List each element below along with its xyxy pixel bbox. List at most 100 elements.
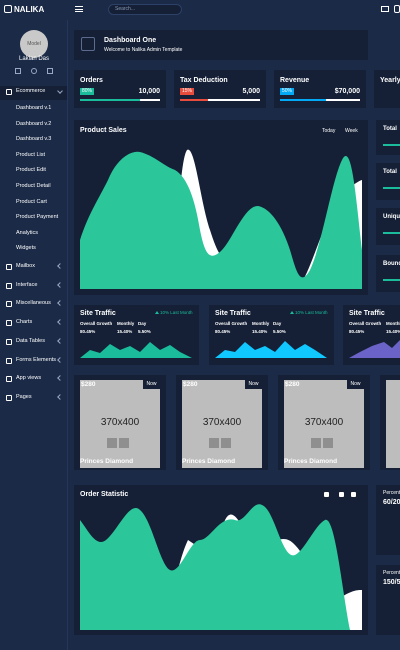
side-card xyxy=(376,163,400,200)
menu-icon xyxy=(6,89,12,95)
product-name: Princes Diamond xyxy=(182,458,236,465)
stat-badge: 50% xyxy=(280,88,295,95)
metric-value: 80.45% xyxy=(80,329,96,334)
submenu-item[interactable]: Dashboard v.2 xyxy=(16,120,52,127)
metric-label: Overall Growth xyxy=(349,321,382,326)
submenu-item[interactable]: Product Payment xyxy=(16,214,59,221)
submenu-item[interactable]: Product List xyxy=(16,151,46,158)
metric-label: Monthly xyxy=(386,321,400,326)
menu-icon xyxy=(6,264,12,270)
product-badge[interactable]: Now xyxy=(245,380,262,389)
product-image xyxy=(80,380,160,468)
image-size: 370x400 xyxy=(100,417,140,428)
avatar xyxy=(20,30,48,58)
menu-label[interactable]: Interface xyxy=(16,281,38,288)
stat-value: 5,000 xyxy=(242,88,260,95)
wish-button[interactable] xyxy=(119,438,129,448)
metric-value: 5.50% xyxy=(138,329,151,334)
search-placeholder: Search... xyxy=(115,6,136,12)
more-icon[interactable] xyxy=(394,5,400,13)
wish-button[interactable] xyxy=(221,438,231,448)
breadcrumb-subtitle: Welcome to Nalika Admin Template xyxy=(104,47,183,53)
metric-value: 80.45% xyxy=(349,329,365,334)
menu-label[interactable]: Data Tables xyxy=(16,337,45,344)
brand: NALIKA xyxy=(14,5,45,14)
menu-label[interactable]: Pages xyxy=(16,393,32,400)
submenu-item[interactable]: Product Edit xyxy=(16,167,46,174)
submenu-item[interactable]: Widgets xyxy=(16,245,36,252)
product-badge[interactable]: Now xyxy=(347,380,364,389)
trend-arrow xyxy=(155,311,159,314)
traffic-title: Site Traffic xyxy=(80,310,116,317)
search-box[interactable] xyxy=(108,4,182,15)
mail-icon[interactable] xyxy=(381,6,389,12)
stat-badge: 15% xyxy=(180,88,195,95)
sales-title: Product Sales xyxy=(80,127,127,134)
side-stat-card xyxy=(376,485,400,555)
tab[interactable]: Week xyxy=(345,128,358,134)
product-image xyxy=(182,380,262,468)
submenu-item[interactable]: Analytics xyxy=(16,229,39,236)
side-card xyxy=(376,255,400,292)
side-card-title: Uniqu xyxy=(383,214,400,220)
product-price: $280 xyxy=(81,381,96,388)
order-card xyxy=(74,485,368,635)
tool-icon[interactable] xyxy=(339,492,344,497)
top-bar xyxy=(0,0,400,20)
menu-icon xyxy=(6,338,12,345)
submenu-item[interactable]: Product Cart xyxy=(16,198,47,205)
side-stat-label: Percent xyxy=(383,490,400,496)
social-icon[interactable] xyxy=(31,68,37,74)
menu-label[interactable]: App views xyxy=(16,375,42,382)
product-image xyxy=(284,380,364,468)
menu-icon xyxy=(6,320,12,327)
menu-label[interactable]: Charts xyxy=(16,319,33,326)
breadcrumb-card xyxy=(74,30,368,60)
submenu-item[interactable]: Dashboard v.1 xyxy=(16,105,52,111)
product-badge[interactable]: Now xyxy=(143,380,160,389)
metric-label: Monthly xyxy=(252,321,270,326)
menu-icon xyxy=(6,394,12,401)
metric-label: Monthly xyxy=(117,321,135,326)
metric-label: Day xyxy=(273,321,282,326)
menu-toggle[interactable] xyxy=(75,6,83,12)
tool-icon[interactable] xyxy=(351,492,356,497)
tool-icon[interactable] xyxy=(324,492,329,497)
stat-value: $70,000 xyxy=(334,88,360,95)
social-icon[interactable] xyxy=(47,68,53,74)
progress-fill xyxy=(280,99,326,101)
product-price: $280 xyxy=(183,381,198,388)
metric-label: Overall Growth xyxy=(215,321,248,326)
menu-icon xyxy=(6,301,12,308)
side-card-bar xyxy=(383,144,400,146)
cart-button[interactable] xyxy=(209,438,219,448)
product-name: Princes Diamond xyxy=(284,458,338,465)
logo-icon xyxy=(4,5,12,13)
metric-value: 80.45% xyxy=(215,329,231,334)
metric-value: 5.50% xyxy=(273,329,286,334)
traffic-change: 10% Last Month xyxy=(295,310,328,315)
side-card-bar xyxy=(383,232,400,234)
wish-button[interactable] xyxy=(323,438,333,448)
side-card xyxy=(376,208,400,245)
side-card-title: Bound xyxy=(383,261,400,267)
submenu-item[interactable]: Product Detail xyxy=(16,183,51,189)
submenu-item[interactable]: Dashboard v.3 xyxy=(16,136,52,143)
menu-label[interactable]: Mailbox xyxy=(16,263,35,269)
side-card-title: Total xyxy=(383,126,397,132)
cart-button[interactable] xyxy=(107,438,117,448)
menu-item[interactable] xyxy=(0,86,67,100)
order-title: Order Statistic xyxy=(80,491,129,498)
menu-label[interactable]: Miscellaneous xyxy=(16,300,51,307)
metric-value: 15.40% xyxy=(386,329,400,334)
menu-label[interactable]: Ecommerce xyxy=(16,88,46,94)
side-card-bar xyxy=(383,187,400,189)
menu-label[interactable]: Forms Elements xyxy=(16,356,57,363)
traffic-change: 10% Last Month xyxy=(160,310,193,315)
stat-title: Revenue xyxy=(280,77,310,84)
social-icon[interactable] xyxy=(15,68,21,74)
stat-title: Yearly xyxy=(380,77,400,84)
tab[interactable]: Today xyxy=(322,128,336,134)
product-image xyxy=(386,380,400,468)
cart-button[interactable] xyxy=(311,438,321,448)
